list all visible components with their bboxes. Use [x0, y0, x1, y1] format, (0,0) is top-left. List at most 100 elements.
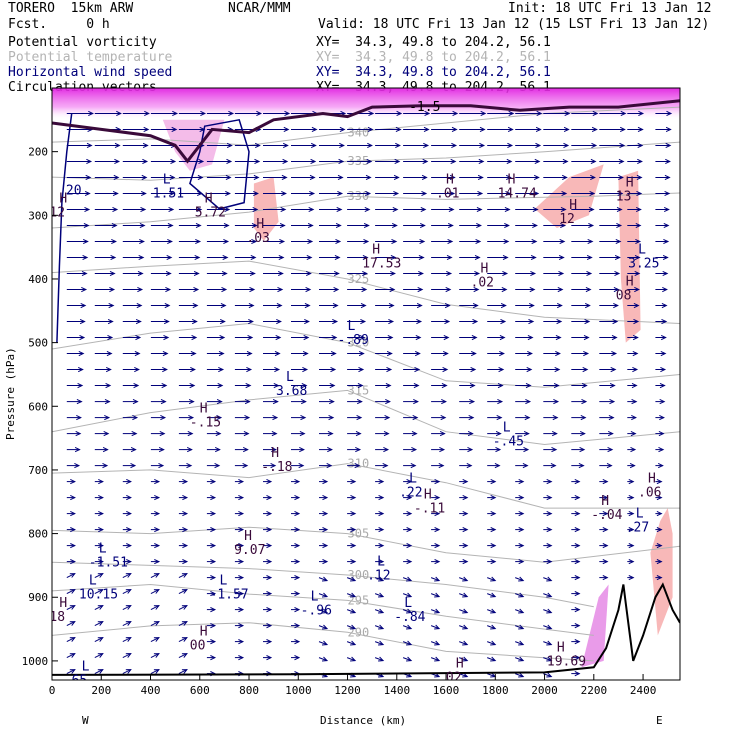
vector-head	[69, 653, 76, 658]
vector-head	[106, 350, 113, 357]
vector-head	[611, 350, 618, 357]
vector-head	[444, 302, 451, 309]
vector-head	[360, 302, 367, 309]
vector-head	[503, 238, 510, 245]
vector-head	[154, 559, 161, 565]
vector-head	[97, 669, 104, 674]
vector-shaft	[543, 577, 552, 582]
vector-head	[618, 174, 624, 181]
annotation-value: -1.57	[210, 588, 249, 603]
vector-head	[355, 430, 362, 437]
vector-head	[502, 270, 509, 277]
vector-shaft	[374, 577, 384, 582]
vector-head	[490, 478, 497, 485]
vector-head	[423, 126, 430, 133]
vector-head	[160, 414, 167, 421]
vector-shaft	[459, 673, 468, 678]
vector-head	[394, 158, 401, 165]
vector-head	[495, 446, 502, 453]
vector-shaft	[487, 625, 496, 630]
vector-head	[588, 206, 595, 213]
vector-shaft	[178, 605, 188, 611]
vector-head	[526, 366, 533, 373]
vector-shaft	[487, 593, 496, 598]
annotation-h-letter: H	[569, 198, 577, 213]
vector-head	[636, 190, 643, 197]
vector-head	[244, 414, 251, 421]
vector-head	[350, 640, 357, 646]
annotation-value: .06	[638, 486, 661, 501]
vector-head	[254, 142, 261, 149]
vector-head	[591, 126, 598, 133]
vector-head	[250, 254, 257, 261]
vector-head	[663, 222, 670, 229]
vector-head	[266, 527, 273, 533]
vector-shaft	[66, 621, 76, 627]
vector-head	[133, 382, 140, 389]
annotation-value: -.04	[591, 508, 622, 523]
vector-shaft	[94, 589, 104, 595]
vector-head	[294, 559, 301, 565]
vector-shaft	[459, 657, 468, 662]
vector-head	[187, 430, 194, 437]
vector-head	[70, 527, 76, 533]
valid-time: Valid: 18 UTC Fri 13 Jan 12 (15 LST Fri …	[318, 17, 710, 32]
vector-head	[277, 270, 284, 277]
vector-head	[134, 350, 141, 357]
vector-head	[490, 510, 497, 517]
vector-head	[385, 382, 392, 389]
vector-head	[105, 366, 112, 373]
vector-head	[656, 543, 663, 549]
vector-head	[282, 142, 289, 149]
vector-head	[130, 462, 137, 469]
vector-head	[70, 494, 76, 501]
annotation-value: 1.51	[153, 187, 184, 202]
vector-head	[386, 350, 393, 357]
vector-head	[165, 270, 172, 277]
init-time: Init: 18 UTC Fri 13 Jan 12	[508, 1, 712, 16]
vector-head	[70, 510, 76, 517]
vector-head	[238, 591, 245, 597]
vector-head	[546, 510, 553, 517]
vector-shaft	[374, 609, 384, 614]
vector-head	[162, 366, 168, 373]
vector-head	[660, 334, 667, 341]
vector-head	[613, 302, 619, 309]
vector-head	[378, 478, 385, 485]
vector-head	[303, 334, 310, 341]
vector-head	[188, 398, 195, 405]
vector-head	[190, 366, 196, 373]
vector-shaft	[430, 577, 440, 582]
vector-shaft	[402, 593, 412, 598]
vector-head	[499, 334, 506, 341]
vector-head	[470, 366, 477, 373]
vector-head	[77, 366, 84, 373]
vector-head	[306, 254, 313, 261]
isentrope-320	[52, 322, 680, 388]
vector-head	[362, 270, 368, 277]
vector-head	[188, 414, 195, 421]
vector-head	[166, 254, 173, 261]
vector-head	[638, 110, 645, 117]
vector-head	[574, 527, 581, 533]
vector-head	[238, 655, 245, 661]
vector-shaft	[150, 573, 160, 579]
vector-shaft	[66, 573, 76, 579]
vector-head	[479, 126, 486, 133]
vector-head	[434, 559, 441, 565]
x-end-label-west: W	[82, 714, 89, 727]
vector-head	[562, 158, 569, 165]
vector-head	[666, 110, 673, 117]
vector-head	[434, 576, 441, 582]
annotation-l-letter: L	[286, 370, 294, 385]
vector-shaft	[318, 625, 328, 630]
vector-shaft	[150, 637, 160, 643]
annotation-l-letter: L	[163, 173, 171, 188]
vector-head	[245, 382, 252, 389]
vector-head	[74, 462, 81, 469]
vector-shaft	[318, 641, 328, 646]
vector-head	[628, 510, 635, 517]
vector-head	[153, 621, 160, 626]
vector-head	[310, 158, 317, 165]
annotation-value: -.84	[394, 610, 425, 625]
